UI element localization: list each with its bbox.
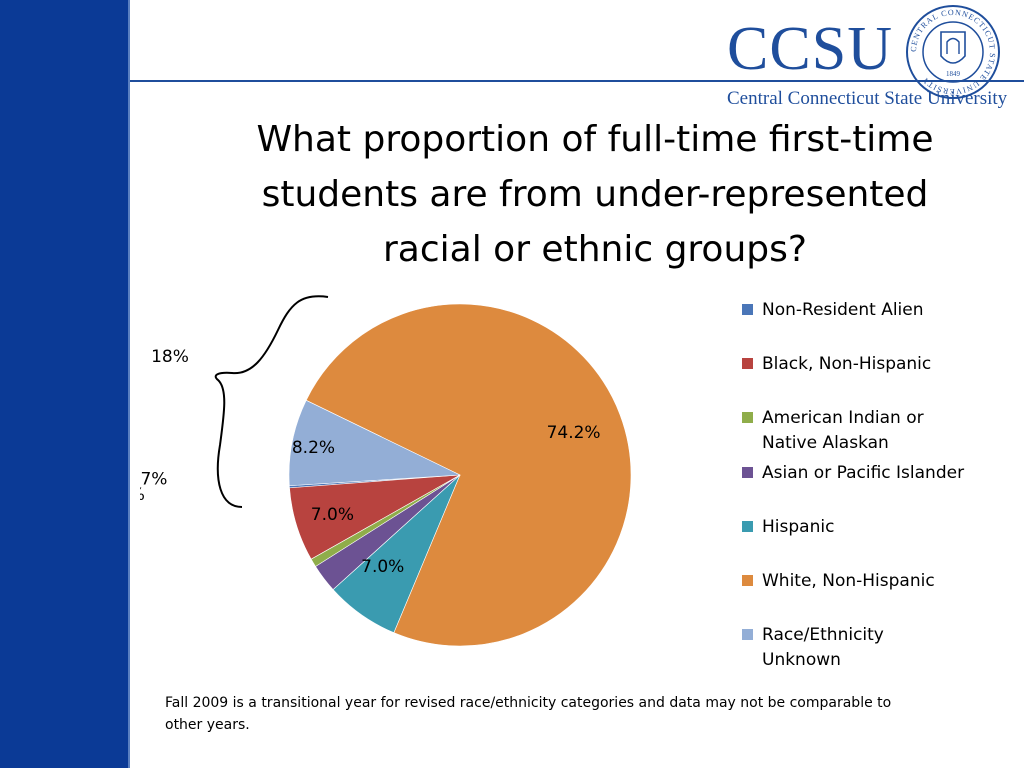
legend-label: Black, Non-Hispanic [762,354,932,374]
legend-swatch [742,575,753,586]
university-seal-icon: CENTRAL CONNECTICUT STATE UNIVERSITY 184… [906,5,1000,99]
data-label-white-non-hispanic: 74.2% [547,423,601,443]
legend-label: Non-Resident Alien [762,300,924,320]
legend-item-non-resident-alien: Non-Resident Alien [742,298,1012,323]
legend-item-race-ethnicity-unknown: Race/Ethnicity Unknown [742,623,1012,673]
pie-chart: 18% 0.2%7.0%0.8%2.7%7.0%74.2%8.2% [140,295,632,647]
ccsu-logo: CCSU CENTRAL CONNECTICUT STATE UNIVERSIT… [725,4,1010,114]
legend-item-asian-or-pacific-islander: Asian or Pacific Islander [742,461,1012,486]
legend-item-black-non-hispanic: Black, Non-Hispanic [742,352,1012,377]
legend-swatch [742,358,753,369]
data-label-race-ethnicity-unknown: 8.2% [292,438,335,458]
legend-label: Race/Ethnicity Unknown [762,625,884,670]
legend-item-white-non-hispanic: White, Non-Hispanic [742,569,1012,594]
logo-wordmark: CCSU [727,15,893,83]
sidebar-band [0,0,128,768]
title-line-2: students are from under-represented [261,174,929,215]
legend-swatch [742,629,753,640]
title-line-3: racial or ethnic groups? [383,229,807,270]
pie-slices [288,303,632,647]
logo-subtitle: Central Connecticut State University [727,88,1008,109]
bracket-label: 18% [151,347,189,367]
legend-label: Asian or Pacific Islander [762,463,965,483]
svg-text:CENTRAL CONNECTICUT STATE UNIV: CENTRAL CONNECTICUT STATE UNIVERSITY [909,8,997,96]
legend-item-american-indian-or-native-alaskan: American Indian or Native Alaskan [742,406,1012,456]
bracket-brace [214,295,329,508]
title-line-1: What proportion of full-time first-time [256,119,934,160]
legend-swatch [742,412,753,423]
data-label-hispanic: 7.0% [361,557,404,577]
legend-swatch [742,304,753,315]
pie-data-labels: 0.2%7.0%0.8%2.7%7.0%74.2%8.2% [140,423,601,577]
pie-slice-race-ethnicity-unknown [288,399,462,487]
legend-label: White, Non-Hispanic [762,571,935,591]
legend-item-hispanic: Hispanic [742,515,1012,540]
data-label-asian-or-pacific-islander: 2.7% [140,469,167,489]
legend-label: American Indian or Native Alaskan [762,408,924,453]
data-label-american-indian-or-native-alaskan: 0.8% [140,485,145,505]
footnote: Fall 2009 is a transitional year for rev… [165,695,892,733]
pie-slice-white-non-hispanic [305,303,632,647]
seal-year: 1849 [946,70,961,78]
sidebar-edge [128,0,130,768]
legend-swatch [742,521,753,532]
header-rule [130,80,1024,82]
legend-label: Hispanic [762,517,835,537]
legend-swatch [742,467,753,478]
data-label-black-non-hispanic: 7.0% [311,505,354,525]
seal-ring-text: CENTRAL CONNECTICUT STATE UNIVERSITY [909,8,996,96]
page-title: What proportion of full-time first-time … [200,112,990,277]
